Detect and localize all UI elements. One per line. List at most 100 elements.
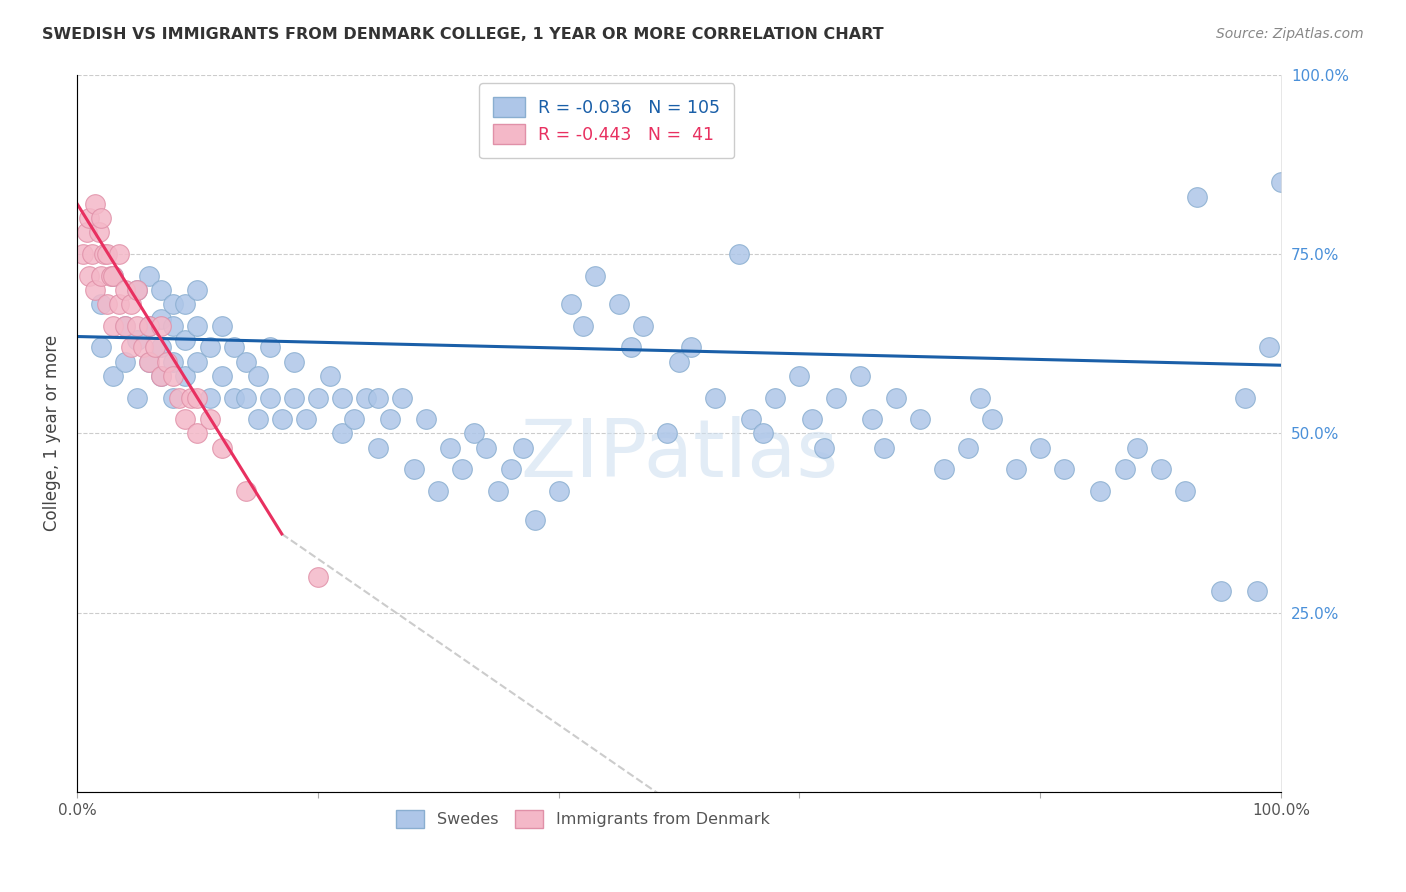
Point [1005, 462, 1028, 476]
Point [415, 412, 437, 426]
Point [330, 426, 353, 441]
Point [235, 483, 257, 498]
Point [162, 297, 184, 311]
Point [800, 412, 823, 426]
Point [90, 268, 112, 283]
Point [475, 441, 498, 455]
Point [138, 354, 160, 368]
Point [138, 268, 160, 283]
Point [740, 412, 762, 426]
Text: SWEDISH VS IMMIGRANTS FROM DENMARK COLLEGE, 1 YEAR OR MORE CORRELATION CHART: SWEDISH VS IMMIGRANTS FROM DENMARK COLLE… [42, 27, 884, 42]
Point [246, 369, 269, 384]
Point [969, 391, 991, 405]
Point [547, 483, 569, 498]
Point [186, 283, 208, 297]
Point [583, 268, 606, 283]
Point [132, 340, 155, 354]
Point [150, 369, 173, 384]
Point [512, 441, 534, 455]
Point [77, 211, 100, 225]
Text: Source: ZipAtlas.com: Source: ZipAtlas.com [1216, 27, 1364, 41]
Point [186, 318, 208, 333]
Point [367, 441, 389, 455]
Point [283, 391, 305, 405]
Point [156, 354, 179, 368]
Point [463, 426, 485, 441]
Point [198, 412, 221, 426]
Point [138, 318, 160, 333]
Point [259, 340, 281, 354]
Point [873, 441, 896, 455]
Point [1246, 584, 1268, 599]
Point [100, 268, 122, 283]
Point [162, 318, 184, 333]
Point [1174, 483, 1197, 498]
Point [138, 318, 160, 333]
Point [72, 247, 94, 261]
Point [1090, 483, 1112, 498]
Point [127, 283, 149, 297]
Point [367, 391, 389, 405]
Point [295, 412, 318, 426]
Point [1185, 189, 1208, 203]
Point [103, 268, 125, 283]
Point [1150, 462, 1173, 476]
Point [108, 247, 131, 261]
Point [704, 391, 727, 405]
Point [150, 340, 173, 354]
Point [354, 391, 377, 405]
Point [96, 247, 118, 261]
Point [174, 369, 197, 384]
Point [143, 340, 166, 354]
Point [607, 297, 630, 311]
Point [932, 462, 955, 476]
Point [981, 412, 1004, 426]
Point [1209, 584, 1232, 599]
Point [77, 268, 100, 283]
Point [84, 283, 107, 297]
Point [813, 441, 835, 455]
Point [211, 318, 233, 333]
Point [235, 354, 257, 368]
Point [169, 391, 191, 405]
Legend: Swedes, Immigrants from Denmark: Swedes, Immigrants from Denmark [389, 804, 776, 835]
Point [1029, 441, 1052, 455]
Point [307, 570, 329, 584]
Point [93, 247, 115, 261]
Point [620, 340, 643, 354]
Point [246, 412, 269, 426]
Point [114, 318, 136, 333]
Point [127, 391, 149, 405]
Point [957, 441, 980, 455]
Point [127, 283, 149, 297]
Point [198, 391, 221, 405]
Point [631, 318, 654, 333]
Point [488, 483, 510, 498]
Point [114, 318, 136, 333]
Point [150, 318, 173, 333]
Point [174, 297, 197, 311]
Point [560, 297, 582, 311]
Point [860, 412, 883, 426]
Point [668, 354, 690, 368]
Y-axis label: College, 1 year or more: College, 1 year or more [44, 335, 60, 532]
Point [186, 426, 208, 441]
Point [103, 318, 125, 333]
Point [114, 354, 136, 368]
Point [427, 483, 450, 498]
Point [84, 196, 107, 211]
Point [765, 391, 787, 405]
Point [1270, 175, 1292, 189]
Text: ZIPatlas: ZIPatlas [520, 416, 838, 494]
Point [103, 268, 125, 283]
Point [681, 340, 703, 354]
Point [150, 369, 173, 384]
Point [174, 333, 197, 347]
Point [1125, 441, 1147, 455]
Point [211, 369, 233, 384]
Point [186, 391, 208, 405]
Point [1258, 340, 1281, 354]
Point [752, 426, 775, 441]
Point [211, 441, 233, 455]
Point [90, 297, 112, 311]
